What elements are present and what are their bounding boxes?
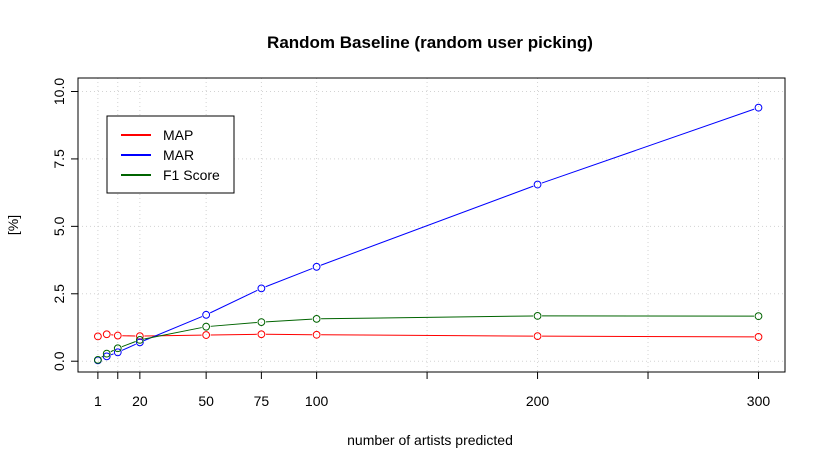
series-segment [209,289,258,314]
legend-label: F1 Score [163,167,220,183]
data-point [102,352,111,361]
series-segment [143,316,203,342]
data-point [312,330,321,339]
series-layer [93,103,763,365]
series-segment [121,343,136,351]
series-segment [110,349,114,353]
data-point [533,332,542,341]
series-segment [541,108,755,184]
data-point [135,338,144,347]
data-point [533,180,542,189]
series-segment [144,334,202,337]
data-point [202,310,211,319]
data-point [93,355,102,364]
data-point [754,312,763,321]
y-tick-label: 0.0 [51,351,67,371]
series-segment [210,333,257,336]
series-segment [110,353,114,356]
data-point [113,348,122,357]
data-point [135,336,144,344]
series-segment [321,315,534,320]
x-tick-label: 20 [132,393,148,409]
y-tick-label: 5.0 [51,216,67,236]
chart-title: Random Baseline (random user picking) [267,33,593,52]
data-point [202,322,211,331]
series-map [93,330,763,341]
data-point [102,349,111,358]
data-point [312,314,321,323]
y-tick-label: 7.5 [51,149,67,169]
series-segment [101,355,104,358]
data-point [93,332,102,341]
y-tick-label: 2.5 [51,284,67,304]
data-point [257,330,266,339]
series-mar [93,103,763,365]
series-segment [121,341,136,348]
series-segment [144,327,202,340]
x-axis-label: number of artists predicted [347,432,513,448]
x-tick-label: 50 [198,393,214,409]
x-tick-label: 300 [747,393,771,409]
y-axis-label: [%] [5,215,21,235]
y-axis: 0.0 2.5 5.0 7.5 10.0 [51,78,79,371]
data-point [533,311,542,320]
data-point [113,331,122,340]
legend-label: MAR [163,147,194,163]
series-segment [321,334,534,337]
x-tick-label: 100 [305,393,329,409]
series-segment [542,335,754,338]
series-segment [210,321,257,327]
data-point [257,318,266,327]
x-tick-label: 1 [94,393,102,409]
series-segment [320,185,534,266]
data-point [257,284,266,293]
data-point [202,331,211,339]
x-axis: 1 20 50 75 100 200 300 [94,371,771,409]
x-tick-label: 75 [254,393,270,409]
x-tick-label: 200 [526,393,550,409]
data-point [135,332,144,341]
series-f1-score [93,311,763,364]
data-point [754,103,763,112]
legend: MAP MAR F1 Score [106,115,235,194]
data-point [754,333,763,341]
series-segment [265,267,313,288]
data-point [113,344,122,353]
series-segment [265,318,313,323]
y-tick-label: 10.0 [51,78,67,105]
legend-label: MAP [163,127,193,143]
data-point [102,330,111,339]
data-point [312,262,321,271]
